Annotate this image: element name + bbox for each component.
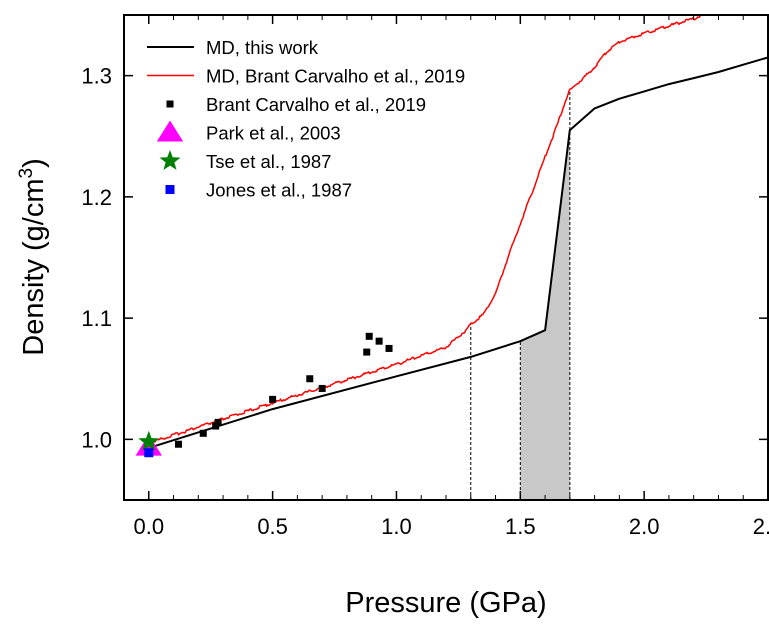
series-line-0 bbox=[148, 56, 768, 449]
legend-entry-5: Jones et al., 1987 bbox=[206, 180, 352, 201]
x-axis-title: Pressure (GPa) bbox=[345, 587, 546, 619]
data-point-2-0 bbox=[174, 440, 182, 448]
y-axis-title-close: ) bbox=[18, 158, 50, 168]
y-axis-title-superscript: 3 bbox=[16, 168, 37, 179]
y-tick-label: 1.1 bbox=[81, 306, 112, 331]
plot-frame bbox=[123, 14, 769, 501]
axis-ticks: 0.0 0.5 1.0 1.5 2.0 2.5 1.0 1.1 1.2 1.3 bbox=[81, 15, 769, 539]
y-tick-label: 1.2 bbox=[81, 185, 112, 210]
x-tick-label: 0.5 bbox=[257, 514, 288, 539]
x-tick-label: 0.0 bbox=[133, 514, 164, 539]
legend-entry-3: Park et al., 2003 bbox=[206, 123, 341, 144]
legend-entry-4: Tse et al., 1987 bbox=[206, 151, 331, 172]
legend-entry-0: MD, this work bbox=[206, 37, 319, 58]
data-point-2-8 bbox=[365, 332, 373, 340]
x-tick-label: 2.0 bbox=[629, 514, 660, 539]
data-point-2-1 bbox=[199, 429, 207, 437]
y-axis-title-main: Density (g/cm bbox=[18, 178, 50, 355]
legend-marker-3 bbox=[156, 120, 184, 142]
data-point-2-4 bbox=[269, 395, 277, 403]
y-axis-title: Density (g/cm3) bbox=[16, 158, 50, 356]
data-point-5-0 bbox=[144, 448, 154, 458]
legend-marker-4 bbox=[159, 150, 181, 170]
y-tick-label: 1.0 bbox=[81, 427, 112, 452]
data-point-2-3 bbox=[214, 418, 222, 426]
data-point-4-0 bbox=[138, 430, 160, 451]
data-point-2-9 bbox=[375, 337, 383, 345]
x-tick-label: 1.5 bbox=[505, 514, 536, 539]
data-point-2-6 bbox=[318, 384, 326, 392]
data-point-2-7 bbox=[363, 348, 371, 356]
series-line-1 bbox=[148, 15, 705, 445]
x-tick-label: 2.5 bbox=[753, 514, 769, 539]
data-point-2-10 bbox=[385, 344, 393, 352]
data-point-2-5 bbox=[306, 375, 314, 383]
legend: MD, this work MD, Brant Carvalho et al., … bbox=[147, 37, 465, 201]
legend-entry-1: MD, Brant Carvalho et al., 2019 bbox=[206, 66, 465, 87]
legend-marker-2 bbox=[166, 100, 174, 108]
x-tick-label: 1.0 bbox=[381, 514, 412, 539]
y-tick-label: 1.3 bbox=[81, 64, 112, 89]
legend-entry-2: Brant Carvalho et al., 2019 bbox=[206, 94, 426, 115]
data-point-2-2 bbox=[212, 422, 220, 430]
legend-marker-5 bbox=[165, 185, 175, 194]
shaded-region bbox=[520, 130, 570, 500]
plot-content bbox=[135, 15, 768, 500]
